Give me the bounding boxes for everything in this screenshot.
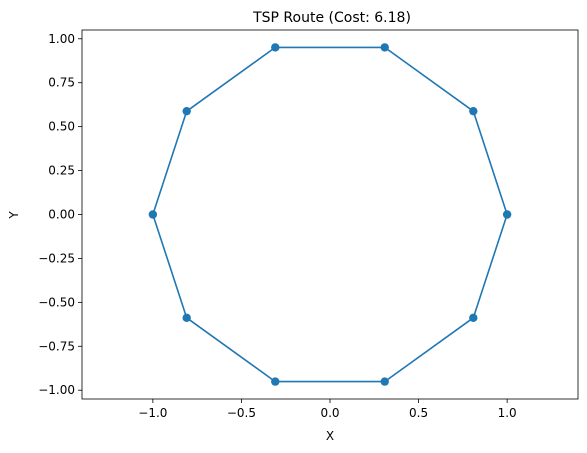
y-tick-label: 0.00	[48, 208, 75, 222]
x-tick-label: −1.0	[138, 406, 167, 420]
x-tick-label: −0.5	[227, 406, 256, 420]
route-point	[182, 313, 191, 323]
y-tick-label: −0.75	[38, 339, 75, 353]
y-tick-label: −0.25	[38, 251, 75, 265]
y-tick-label: 0.50	[48, 120, 75, 134]
route-point	[469, 313, 478, 323]
route-point	[380, 43, 389, 52]
chart-title: TSP Route (Cost: 6.18)	[252, 10, 411, 26]
route-point	[502, 210, 512, 219]
x-axis-ticks: −1.0 −0.5 0.0 0.5 1.0	[138, 399, 517, 420]
route-line	[152, 46, 508, 383]
route-point	[271, 43, 280, 52]
route-point	[469, 106, 478, 116]
route-point	[271, 377, 280, 386]
y-tick-label: 0.75	[48, 76, 75, 90]
x-tick-label: 0.0	[320, 406, 339, 420]
x-axis-label: X	[326, 429, 334, 443]
y-axis-ticks: 1.00 0.75 0.50 0.25 0.00 −0.25 −0.50 −0.75 −1.00	[38, 32, 82, 397]
plot-area	[148, 43, 512, 386]
y-tick-label: −0.50	[38, 295, 75, 309]
x-tick-label: 1.0	[498, 406, 517, 420]
route-point	[182, 106, 191, 116]
y-tick-label: −1.00	[38, 383, 75, 397]
route-point	[148, 210, 158, 219]
y-tick-label: 0.25	[48, 164, 75, 178]
x-tick-label: 0.5	[409, 406, 428, 420]
route-point	[380, 377, 389, 386]
y-tick-label: 1.00	[48, 32, 75, 46]
y-axis-label: Y	[7, 211, 21, 220]
